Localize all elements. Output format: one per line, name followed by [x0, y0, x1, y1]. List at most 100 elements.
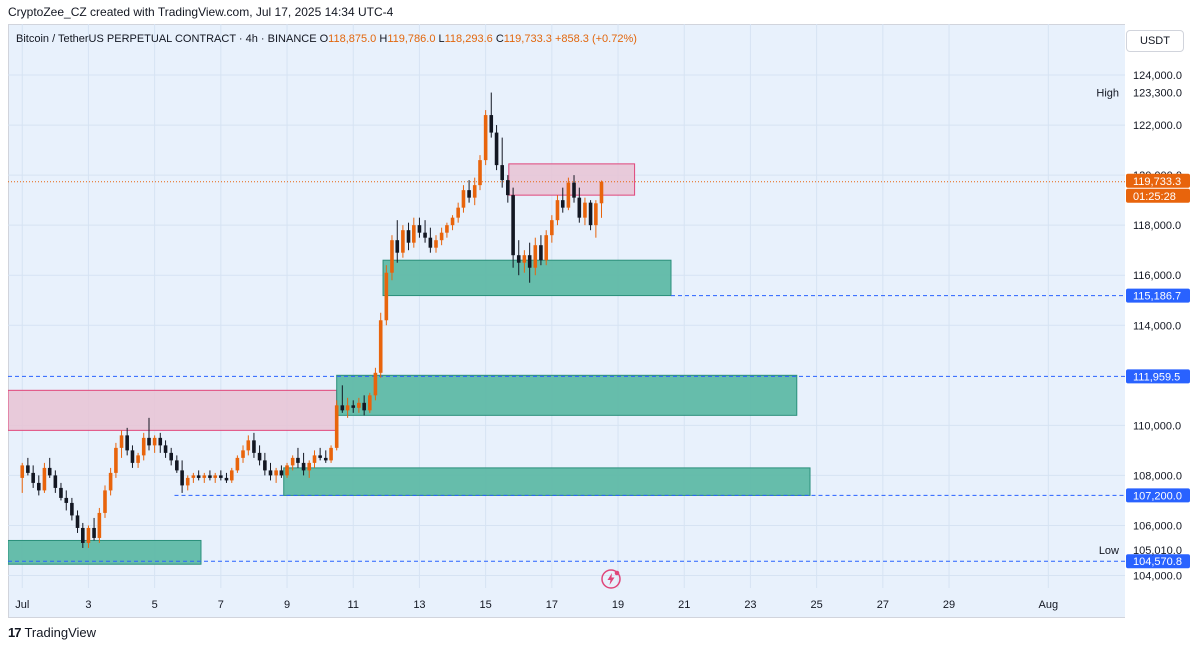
- y-tick-label: 106,000.0: [1133, 520, 1182, 532]
- price-label-bg: [1126, 554, 1190, 569]
- candle-body: [588, 202, 593, 226]
- candle-body: [572, 182, 576, 198]
- candle-body: [191, 475, 196, 478]
- candle-body: [555, 200, 560, 221]
- candle-body: [59, 487, 63, 498]
- candle-body: [241, 450, 245, 458]
- extreme-label: Low: [1099, 545, 1119, 557]
- candle-body: [31, 472, 35, 483]
- candle-body: [224, 477, 229, 481]
- candle-body: [456, 207, 460, 218]
- low-label: L: [438, 33, 445, 45]
- demand-zone: [8, 539, 202, 565]
- time-axis[interactable]: Jul 3 5 7 9 11 13 15 17 19 21 23 25 27 29 Aug: [15, 599, 1058, 611]
- candle-body: [301, 462, 306, 471]
- candle-body: [406, 230, 411, 243]
- price-labels: 119,733.3 01:25:28 115,186.7 111,959.5 107,2…: [1096, 88, 1190, 569]
- change-value: +858.3 (+0.72%): [554, 33, 637, 45]
- y-tick-label: 116,000.0: [1133, 270, 1181, 282]
- high-value: 119,786.0: [387, 33, 436, 45]
- footer-logo-text: TradingView: [24, 625, 97, 640]
- candle-body: [213, 475, 218, 478]
- y-tick-label: 124,000.0: [1133, 70, 1182, 82]
- price-label-bg: [1126, 188, 1190, 203]
- candle-body: [395, 240, 400, 253]
- demand-zone: [336, 374, 798, 416]
- grid: [8, 24, 1125, 588]
- candle-body: [235, 457, 240, 471]
- candle-body: [152, 437, 157, 446]
- candle-body: [516, 255, 521, 263]
- candle-body: [489, 115, 494, 133]
- candle-body: [560, 200, 565, 208]
- candle-body: [367, 395, 372, 411]
- candle-body: [268, 470, 273, 476]
- demand-zone: [382, 259, 672, 297]
- price-label-bg: [1126, 369, 1190, 384]
- candle-body: [279, 470, 284, 476]
- candle-body: [103, 490, 107, 513]
- candle-body: [130, 450, 135, 463]
- candle-body: [511, 195, 515, 256]
- candle-body: [445, 225, 449, 233]
- candle-body: [285, 465, 289, 476]
- level-lines: [8, 181, 1125, 562]
- candle-body: [20, 465, 25, 478]
- tradingview-footer[interactable]: 17 TradingView: [8, 625, 96, 640]
- candle-body: [566, 182, 571, 208]
- x-tick-label: 13: [413, 599, 425, 611]
- candle-body: [434, 240, 438, 248]
- candle-body: [163, 445, 168, 453]
- candle-body: [357, 402, 361, 408]
- candle-body: [539, 245, 543, 261]
- candle-body: [362, 402, 366, 411]
- x-tick-label: 25: [811, 599, 823, 611]
- currency-button[interactable]: USDT: [1126, 30, 1184, 52]
- author-line: CryptoZee_CZ created with TradingView.co…: [8, 5, 394, 19]
- chart-canvas[interactable]: 124,000.0122,000.0120,000.0118,000.0116,…: [8, 24, 1191, 618]
- candle-body: [119, 435, 124, 448]
- price-label: 115,186.7: [1133, 291, 1181, 303]
- candle-body: [64, 497, 69, 503]
- candle-body: [86, 527, 91, 543]
- candle-body: [92, 527, 96, 538]
- candle-body: [208, 475, 212, 478]
- x-tick-label: 23: [744, 599, 756, 611]
- candle-body: [185, 477, 190, 486]
- candle-body: [307, 462, 312, 471]
- candle-body: [390, 240, 394, 273]
- candle-body: [323, 457, 328, 461]
- y-tick-label: 110,000.0: [1133, 420, 1181, 432]
- candle-body: [26, 465, 30, 473]
- chart-frame[interactable]: [8, 24, 1191, 618]
- candle-body: [334, 405, 339, 448]
- candle-body: [506, 180, 510, 196]
- candle-body: [175, 460, 179, 471]
- candle-body: [594, 203, 598, 226]
- candle-body: [583, 202, 587, 218]
- candle-body: [290, 457, 295, 466]
- candle-body: [423, 232, 427, 238]
- extreme-price: 123,300.0: [1133, 88, 1182, 100]
- x-tick-label: Aug: [1039, 599, 1059, 611]
- price-axis[interactable]: 124,000.0122,000.0120,000.0118,000.0116,…: [1125, 24, 1191, 618]
- x-tick-label: 17: [546, 599, 558, 611]
- candle-body: [169, 452, 173, 461]
- close-label: C: [495, 33, 504, 45]
- symbol-legend: Bitcoin / TetherUS PERPETUAL CONTRACT · …: [16, 33, 637, 45]
- x-tick-label: Jul: [15, 599, 29, 611]
- candle-body: [351, 405, 356, 408]
- lightning-icon[interactable]: [600, 568, 622, 590]
- candle-body: [373, 372, 378, 396]
- extreme-price: 105,010.0: [1133, 545, 1182, 557]
- candle-body: [478, 160, 482, 186]
- candle-body: [599, 181, 604, 204]
- open-value: 118,875.0: [328, 33, 377, 45]
- candle-body: [70, 502, 74, 516]
- price-label-bg: [1126, 488, 1190, 503]
- candle-body: [312, 455, 317, 463]
- price-label-bg: [1126, 173, 1190, 188]
- candle-body: [483, 115, 488, 161]
- candle-body: [180, 470, 184, 486]
- candle-body: [202, 475, 207, 478]
